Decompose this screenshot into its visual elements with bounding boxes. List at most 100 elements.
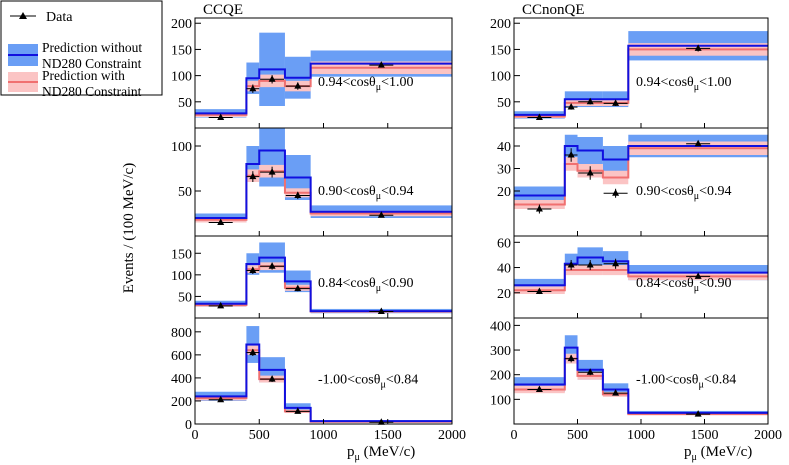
data-point [294, 82, 302, 89]
panel: 0 200 400 600 800 -1.00<cosθμ<0.84 [171, 317, 453, 433]
x-tick-label: 2000 [754, 428, 782, 443]
panel: 100 200 300 400 -1.00<cosθμ<0.84 [490, 317, 769, 425]
x-tick-label: 500 [567, 428, 588, 443]
y-tick-label: 200 [171, 395, 192, 410]
y-tick-label: 100 [171, 269, 192, 284]
x-tick-label: 2000 [438, 428, 466, 443]
legend-data-marker [19, 12, 27, 19]
step-without [195, 149, 452, 219]
x-tick-label: 1000 [627, 428, 655, 443]
data-point [377, 418, 385, 425]
y-tick-label: 200 [490, 369, 511, 384]
y-tick-label: 0 [185, 418, 192, 433]
data-point [567, 151, 575, 158]
step-with [514, 269, 768, 292]
data-point [694, 139, 702, 147]
y-tick-label: 50 [178, 96, 192, 111]
y-tick-label: 30 [497, 163, 511, 178]
column-title: CCQE [203, 2, 243, 18]
data-point [249, 84, 257, 92]
y-tick-label: 100 [171, 70, 192, 85]
legend-without-label-2: ND280 Constraint [42, 56, 142, 71]
data-point [586, 169, 594, 176]
data-point [535, 205, 543, 212]
data-point [612, 99, 620, 106]
y-axis-label: Events / (100 MeV/c) [121, 163, 137, 293]
data-point [294, 284, 302, 292]
legend: Data Prediction without ND280 Constraint… [0, 0, 163, 99]
data-point [535, 113, 543, 121]
step-without [514, 145, 768, 197]
data-point [268, 168, 276, 175]
data-point [694, 272, 702, 279]
panel-label: 0.94<cosθμ<1.00 [318, 75, 414, 93]
panel: 50 100 150 200 0.94<cosθμ<1.00 [490, 17, 769, 129]
step-without [195, 62, 452, 115]
panel: 50 100 150 200 0.94<cosθμ<1.00 [171, 17, 453, 129]
data-point [586, 261, 594, 268]
data-point [268, 375, 276, 382]
data-point [377, 61, 385, 68]
data-point [217, 113, 225, 121]
panel-label: 0.84<cosθμ<0.90 [318, 276, 414, 294]
x-tick-label: 0 [511, 428, 518, 443]
column-title: CCnonQE [522, 2, 585, 18]
y-tick-label: 40 [497, 262, 511, 277]
data-point [535, 385, 543, 392]
x-axis-label-right: pμ (MeV/c) [684, 444, 752, 463]
y-tick-label: 400 [171, 372, 192, 387]
y-tick-label: 150 [171, 43, 192, 58]
panel-label: -1.00<cosθμ<0.84 [318, 373, 418, 391]
data-point [294, 191, 302, 198]
data-point [612, 189, 620, 196]
data-point [586, 368, 594, 375]
panel: 20 30 40 0.90<cosθμ<0.94 [497, 127, 769, 237]
y-tick-label: 600 [171, 349, 192, 364]
legend-with-label-1: Prediction with [42, 68, 125, 83]
y-tick-label: 150 [490, 43, 511, 58]
step-without [195, 343, 452, 423]
data-point [217, 218, 225, 225]
panel-label: 0.94<cosθμ<1.00 [636, 75, 732, 93]
data-point [612, 259, 620, 267]
panel-label: 0.84<cosθμ<0.90 [636, 276, 732, 294]
data-point [294, 407, 302, 414]
y-tick-label: 100 [490, 70, 511, 85]
x-tick-label: 1000 [310, 428, 338, 443]
band-without [259, 128, 285, 187]
legend-with-label-2: ND280 Constraint [42, 84, 142, 99]
y-tick-label: 100 [171, 140, 192, 155]
step-without [195, 256, 452, 313]
y-tick-label: 300 [490, 344, 511, 359]
y-tick-label: 20 [497, 185, 511, 200]
legend-without-label-1: Prediction without [42, 40, 142, 55]
data-point [217, 395, 225, 403]
data-point [567, 261, 575, 268]
legend-data-label: Data [46, 10, 73, 25]
data-point [567, 354, 575, 362]
y-tick-label: 200 [171, 17, 192, 32]
data-point [249, 172, 257, 180]
y-tick-label: 60 [497, 236, 511, 251]
data-point [268, 262, 276, 269]
data-point [268, 75, 276, 82]
x-tick-label: 500 [249, 428, 270, 443]
panel-label: -1.00<cosθμ<0.84 [636, 373, 736, 391]
panel: 50 100 150 0.84<cosθμ<0.90 [171, 235, 453, 319]
y-tick-label: 50 [178, 185, 192, 200]
y-tick-label: 100 [490, 393, 511, 408]
x-tick-label: 0 [192, 428, 199, 443]
x-tick-label: 1500 [374, 428, 402, 443]
panel-label: 0.90<cosθμ<0.94 [318, 184, 414, 202]
panel: 20 40 60 0.84<cosθμ<0.90 [497, 235, 769, 319]
y-tick-label: 50 [178, 290, 192, 305]
data-point [586, 97, 594, 105]
y-tick-label: 50 [497, 96, 511, 111]
y-tick-label: 40 [497, 140, 511, 155]
data-point [217, 301, 225, 309]
panel-grid: CCQE501001502000.94<cosθμ<1.00501000.90<… [171, 2, 782, 443]
x-tick-label: 1500 [691, 428, 719, 443]
step-without [514, 256, 768, 287]
data-point [249, 348, 257, 356]
data-point [535, 287, 543, 295]
